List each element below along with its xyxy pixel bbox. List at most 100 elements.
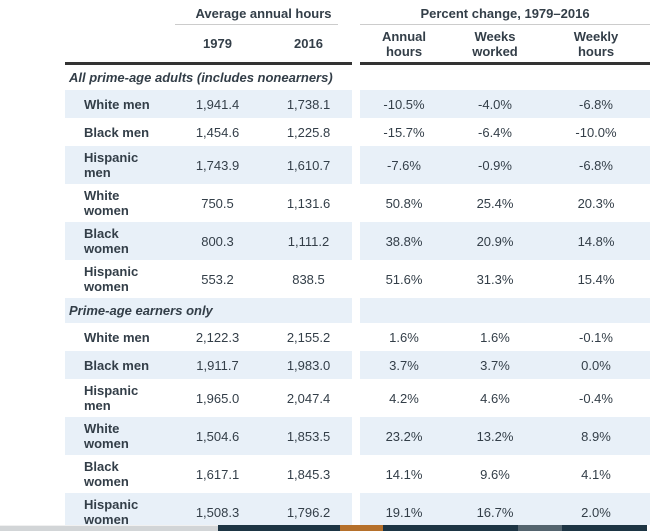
cell-1979: 1,617.1 (195, 466, 240, 482)
row-band-left: Black men 1,454.6 1,225.8 (65, 118, 352, 146)
header-rule-gap (352, 62, 360, 65)
cell-weeks-worked-change: 25.4% (476, 195, 514, 211)
cell-annual-hours-change: 19.1% (385, 504, 423, 520)
row-label: White men (84, 329, 150, 345)
table-row: Hispanic women 1,508.3 1,796.2 19.1% 16.… (65, 493, 663, 531)
cell-annual-hours-change: 38.8% (385, 233, 423, 249)
row-band-right: 3.7% 3.7% 0.0% (360, 351, 650, 379)
cell-annual-hours-change: 51.6% (385, 271, 423, 287)
row-label: Hispanic men (84, 150, 139, 180)
row-band-left: White women 1,504.6 1,853.5 (65, 417, 352, 455)
row-gutter (352, 65, 360, 90)
row-label: Hispanic women (84, 497, 139, 527)
cell-annual-hours-change: 1.6% (389, 329, 419, 345)
cell-2016: 1,111.2 (287, 233, 330, 249)
row-label: Hispanic men (84, 383, 139, 413)
row-band-left: Hispanic women 553.2 838.5 (65, 260, 352, 298)
strip-segment-slate (518, 525, 562, 531)
cell-2016: 1,845.3 (286, 466, 331, 482)
strip-segment-orange (340, 525, 383, 531)
cell-weekly-hours-change: 20.3% (577, 195, 615, 211)
col-header-2016: 2016 (294, 36, 323, 51)
row-band-right: 1.6% 1.6% -0.1% (360, 323, 650, 351)
col-header-weekly-hours: Weekly hours (542, 29, 650, 59)
cell-2016: 1,225.8 (286, 124, 331, 140)
strip-segment-margin (647, 525, 663, 531)
cell-annual-hours-change: 4.2% (389, 390, 419, 406)
cell-2016: 2,155.2 (286, 329, 331, 345)
section-title: All prime-age adults (includes nonearner… (69, 70, 333, 85)
cell-2016: 1,131.6 (286, 195, 331, 211)
strip-segment-navy (562, 525, 647, 531)
cell-weekly-hours-change: 4.1% (581, 466, 611, 482)
cell-weekly-hours-change: -6.8% (579, 96, 613, 112)
row-band-left: Hispanic men 1,743.9 1,610.7 (65, 146, 352, 184)
row-gutter (352, 323, 360, 351)
cell-1979: 1,941.4 (195, 96, 240, 112)
column-group-right: Percent change, 1979–2016 Annual hours W… (360, 0, 650, 62)
section-band-right (360, 298, 650, 323)
table-row: White men 1,941.4 1,738.1 -10.5% -4.0% -… (65, 90, 663, 118)
row-band-left: Black men 1,911.7 1,983.0 (65, 351, 352, 379)
cell-2016: 1,796.2 (286, 504, 331, 520)
cell-weekly-hours-change: -0.1% (579, 329, 613, 345)
cell-1979: 2,122.3 (195, 329, 240, 345)
row-gutter (352, 90, 360, 118)
section-header-row: Prime-age earners only (65, 298, 663, 323)
table-row: White men 2,122.3 2,155.2 1.6% 1.6% -0.1… (65, 323, 663, 351)
cell-weeks-worked-change: -4.0% (478, 96, 512, 112)
row-label: White women (84, 421, 129, 451)
header-rule (65, 62, 663, 65)
row-gutter (352, 222, 360, 260)
cell-weeks-worked-change: 3.7% (480, 357, 510, 373)
header-divider-left (175, 24, 338, 25)
cell-weekly-hours-change: 0.0% (581, 357, 611, 373)
cell-weeks-worked-change: 4.6% (480, 390, 510, 406)
cell-annual-hours-change: -15.7% (383, 124, 425, 140)
row-band-left: White men 2,122.3 2,155.2 (65, 323, 352, 351)
section-title: Prime-age earners only (69, 303, 213, 318)
col-header-weeks-worked-label: Weeks worked (472, 28, 518, 59)
cell-1979: 1,965.0 (195, 390, 240, 406)
cell-1979: 1,743.9 (195, 157, 240, 173)
row-label: White women (84, 188, 129, 218)
section-band-left: All prime-age adults (includes nonearner… (65, 65, 352, 90)
table-header: Average annual hours 1979 2016 Percent c… (65, 0, 663, 62)
row-label: Hispanic women (84, 264, 139, 294)
cell-weekly-hours-change: 15.4% (577, 271, 615, 287)
section-band-right (360, 65, 650, 90)
cell-2016: 1,983.0 (286, 357, 331, 373)
row-band-left: Black women 1,617.1 1,845.3 (65, 455, 352, 493)
cell-weekly-hours-change: -0.4% (579, 390, 613, 406)
row-gutter (352, 379, 360, 417)
row-gutter (352, 298, 360, 323)
row-gutter (352, 260, 360, 298)
cell-weekly-hours-change: 2.0% (581, 504, 611, 520)
col-group-percent-change: Percent change, 1979–2016 (420, 6, 590, 21)
cell-weeks-worked-change: 31.3% (476, 271, 514, 287)
cell-annual-hours-change: 50.8% (385, 195, 423, 211)
row-band-right: 19.1% 16.7% 2.0% (360, 493, 650, 531)
cell-weeks-worked-change: 9.6% (480, 466, 510, 482)
table-row: Hispanic men 1,965.0 2,047.4 4.2% 4.6% -… (65, 379, 663, 417)
cell-weeks-worked-change: -0.9% (478, 157, 512, 173)
section-header-row: All prime-age adults (includes nonearner… (65, 65, 663, 90)
cell-2016: 1,610.7 (286, 157, 331, 173)
table-row: Black women 1,617.1 1,845.3 14.1% 9.6% 4… (65, 455, 663, 493)
header-rule-right (360, 62, 650, 65)
cell-1979: 1,911.7 (196, 357, 239, 373)
cell-weeks-worked-change: 20.9% (476, 233, 514, 249)
table-body: All prime-age adults (includes nonearner… (65, 65, 663, 531)
row-gutter (352, 184, 360, 222)
table-row: Black women 800.3 1,111.2 38.8% 20.9% 14… (65, 222, 663, 260)
row-band-right: -10.5% -4.0% -6.8% (360, 90, 650, 118)
col-header-weekly-hours-label: Weekly hours (573, 28, 619, 59)
row-band-right: 4.2% 4.6% -0.4% (360, 379, 650, 417)
cell-annual-hours-change: -7.6% (387, 157, 421, 173)
horizontal-scrollbar[interactable] (0, 525, 218, 531)
section-band-left: Prime-age earners only (65, 298, 352, 323)
cell-weeks-worked-change: 1.6% (480, 329, 510, 345)
row-gutter (352, 146, 360, 184)
table-row: White women 750.5 1,131.6 50.8% 25.4% 20… (65, 184, 663, 222)
